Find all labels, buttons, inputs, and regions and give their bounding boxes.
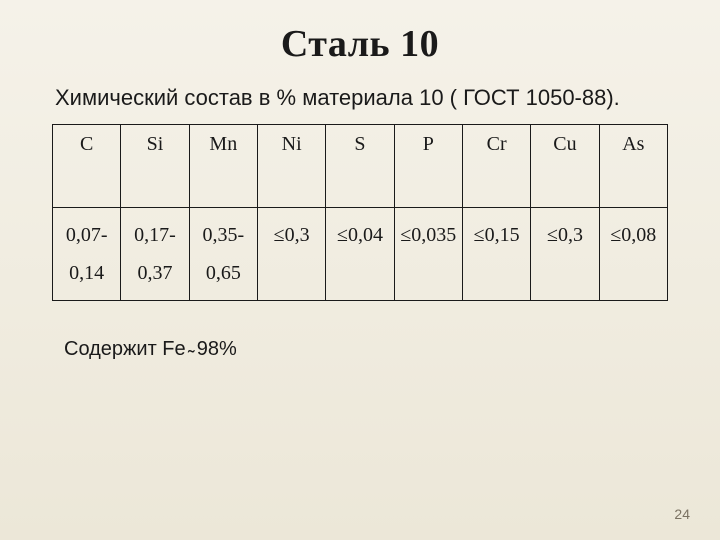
table-cell: 0,07-0,14 (53, 207, 121, 300)
col-header: Si (121, 124, 189, 207)
col-header: As (599, 124, 667, 207)
table-cell: ≤0,04 (326, 207, 394, 300)
composition-table-wrap: C Si Mn Ni S P Cr Cu As 0,07-0,14 0,17-0… (0, 118, 720, 301)
col-header: Cr (462, 124, 530, 207)
page-number: 24 (674, 506, 690, 522)
table-cell: 0,35-0,65 (189, 207, 257, 300)
table-cell: ≤0,08 (599, 207, 667, 300)
page-title: Сталь 10 (0, 0, 720, 66)
table-cell: ≤0,035 (394, 207, 462, 300)
table-cell: 0,17-0,37 (121, 207, 189, 300)
table-cell: ≤0,15 (462, 207, 530, 300)
slide: Сталь 10 Химический состав в % материала… (0, 0, 720, 540)
col-header: C (53, 124, 121, 207)
col-header: Mn (189, 124, 257, 207)
subtitle: Химический состав в % материала 10 ( ГОС… (0, 66, 720, 118)
table-cell: ≤0,3 (257, 207, 325, 300)
col-header: S (326, 124, 394, 207)
footer-note: Содержит Fe ̴ 98% (0, 301, 384, 363)
composition-table: C Si Mn Ni S P Cr Cu As 0,07-0,14 0,17-0… (52, 124, 668, 301)
table-header-row: C Si Mn Ni S P Cr Cu As (53, 124, 668, 207)
col-header: Ni (257, 124, 325, 207)
table-row: 0,07-0,14 0,17-0,37 0,35-0,65 ≤0,3 ≤0,04… (53, 207, 668, 300)
col-header: Cu (531, 124, 599, 207)
col-header: P (394, 124, 462, 207)
table-cell: ≤0,3 (531, 207, 599, 300)
